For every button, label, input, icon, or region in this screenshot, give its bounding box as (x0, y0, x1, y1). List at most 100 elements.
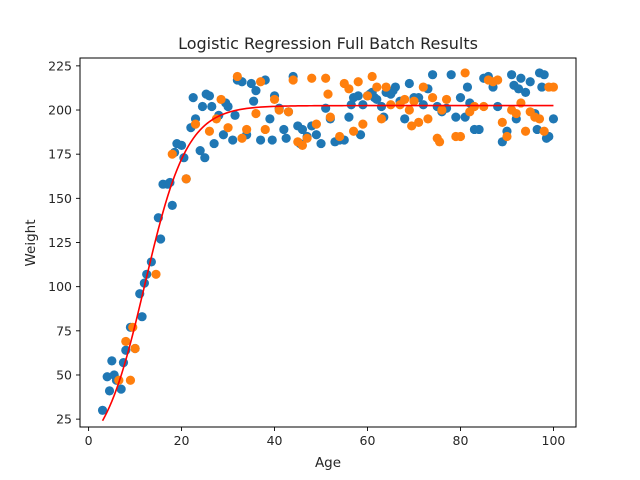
y-axis: 25 50 75 100 125 150 175 200 225 (48, 58, 80, 427)
series-b-point (223, 123, 233, 133)
series-a-point (230, 110, 240, 120)
series-b-point (274, 105, 284, 115)
series-b-point (534, 114, 545, 124)
series-a-point (446, 70, 456, 80)
series-a-point (251, 85, 261, 96)
series-a-point (207, 101, 217, 112)
series-b-point (242, 124, 252, 135)
series-a-point (474, 124, 484, 135)
series-a-point (418, 100, 428, 110)
x-tick-label: 40 (267, 433, 283, 448)
series-a-point (376, 101, 387, 112)
series-a-point (246, 78, 256, 89)
fit-curve (101, 104, 554, 422)
series-b-point (502, 131, 512, 142)
series-b-point (288, 75, 298, 85)
series-a-point (532, 124, 542, 135)
series-a-point (197, 101, 208, 112)
x-tick-label: 20 (174, 433, 190, 448)
series-a-point (156, 234, 166, 244)
y-axis-label: Weight (23, 219, 39, 266)
series-a-point (427, 70, 438, 80)
series-a-point (137, 312, 147, 322)
fit-curve-group (101, 104, 554, 422)
series-a-point (265, 114, 275, 124)
series-a-point (204, 91, 215, 101)
series-b-point (469, 101, 480, 112)
series-b-point (400, 94, 410, 105)
series-b-point (409, 96, 419, 106)
series-b-point (418, 82, 428, 92)
series-a-point (223, 101, 233, 112)
series-b-point (269, 94, 280, 105)
series-a-point (218, 130, 229, 140)
series-b-point (353, 77, 363, 87)
series-a-point (311, 130, 321, 140)
series-a-point (97, 405, 108, 415)
series-b-point (434, 137, 445, 147)
series-b-point (216, 94, 226, 105)
series-a-point (390, 82, 400, 92)
series-b-point (251, 108, 261, 119)
y-tick-label: 100 (48, 279, 72, 294)
series-b-point (237, 133, 247, 143)
series-b-point (376, 114, 387, 124)
series-b-point (204, 126, 215, 136)
series-b-point (441, 94, 452, 105)
series-a-point (167, 200, 177, 211)
series-b-point (497, 117, 507, 127)
series-a-point (451, 112, 461, 122)
series-a-point (107, 356, 117, 366)
series-b-point (321, 73, 331, 83)
series-a-point (267, 135, 277, 145)
series-a-point (493, 101, 503, 112)
series-a-point (513, 84, 524, 94)
series-a-point (279, 124, 289, 135)
series-b-point (372, 82, 382, 92)
series-b-point (335, 131, 345, 142)
series-a-point (355, 130, 366, 140)
series-a-point (358, 100, 368, 110)
series-a-point (400, 114, 410, 124)
series-a-point (228, 135, 238, 145)
series-b-point (479, 101, 489, 112)
series-b-point (151, 269, 161, 279)
series-b-point (344, 84, 354, 94)
y-tick-label: 200 (48, 103, 72, 118)
series-b-point (437, 105, 447, 115)
series-b-point (511, 108, 521, 119)
series-a-point (176, 140, 187, 150)
series-b-point (460, 68, 470, 78)
series-b-point (520, 126, 531, 136)
series-a-point (372, 94, 382, 105)
series-a-point (281, 133, 291, 143)
series-a-point (249, 96, 259, 106)
series-b-point (358, 119, 368, 129)
series-b-point (256, 77, 266, 87)
y-tick-label: 225 (48, 58, 72, 73)
x-tick-label: 80 (453, 433, 469, 448)
series-b-point (414, 117, 424, 127)
series-b-point (302, 133, 312, 143)
series-a-point (316, 138, 326, 149)
series-a-point (104, 386, 115, 396)
series-b-point (232, 71, 242, 82)
series-a-point (539, 70, 549, 80)
series-a-point (297, 124, 308, 135)
y-tick-label: 25 (56, 412, 72, 427)
series-b-point (423, 114, 433, 124)
x-axis: 0 20 40 60 80 100 (85, 427, 565, 448)
series-b-point (323, 89, 333, 99)
series-b-point (190, 119, 201, 129)
series-b-point (311, 119, 321, 129)
y-tick-label: 50 (56, 367, 72, 382)
series-b-point (121, 336, 131, 347)
series-a-point (455, 93, 466, 103)
series-b-point (181, 174, 191, 184)
series-b-point (386, 100, 396, 110)
series-a-point (200, 153, 210, 163)
x-tick-label: 60 (360, 433, 376, 448)
series-a-point (195, 146, 205, 156)
y-tick-label: 150 (48, 191, 72, 206)
series-a-point (548, 114, 559, 124)
